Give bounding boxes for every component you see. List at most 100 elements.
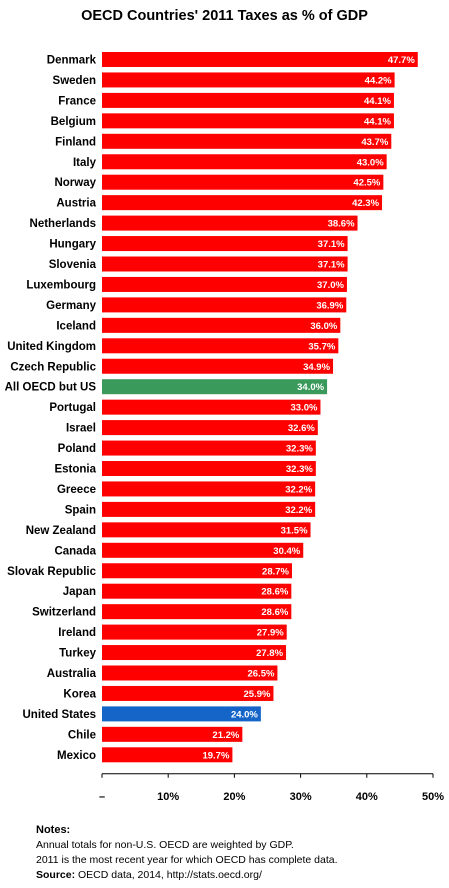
bar-austria: [102, 195, 383, 211]
bar-czech-republic: [102, 358, 334, 374]
category-label-united-states: United States: [23, 709, 97, 721]
bar-israel: [102, 420, 318, 436]
value-label-chile: 21.2%: [212, 730, 239, 741]
category-label-germany: Germany: [46, 300, 96, 312]
value-label-spain: 32.2%: [285, 505, 312, 516]
category-label-netherlands: Netherlands: [30, 218, 96, 230]
category-label-estonia: Estonia: [54, 464, 96, 476]
category-label-australia: Australia: [47, 668, 97, 680]
category-label-japan: Japan: [63, 586, 96, 598]
value-label-belgium: 44.1%: [364, 116, 391, 127]
category-label-slovak-republic: Slovak Republic: [7, 566, 96, 578]
chart-title: OECD Countries' 2011 Taxes as % of GDP: [81, 8, 368, 24]
notes-source: Source: OECD data, 2014, http://stats.oe…: [36, 868, 338, 883]
value-label-greece: 32.2%: [285, 484, 312, 495]
bar-france: [102, 92, 394, 108]
value-label-slovenia: 37.1%: [318, 260, 345, 271]
category-label-all-oecd-but-us: All OECD but US: [5, 382, 97, 394]
value-label-france: 44.1%: [364, 96, 391, 107]
value-label-netherlands: 38.6%: [328, 219, 355, 230]
category-label-korea: Korea: [63, 688, 96, 700]
bar-new-zealand: [102, 522, 311, 538]
category-label-finland: Finland: [55, 136, 96, 148]
bar-korea: [102, 685, 274, 701]
bar-italy: [102, 154, 387, 170]
value-label-austria: 42.3%: [352, 198, 379, 209]
category-label-denmark: Denmark: [47, 55, 97, 67]
category-label-iceland: Iceland: [56, 320, 96, 332]
value-label-hungary: 37.1%: [318, 239, 345, 250]
category-label-united-kingdom: United Kingdom: [7, 341, 96, 353]
value-label-switzerland: 28.6%: [261, 607, 288, 618]
bar-all-oecd-but-us: [102, 379, 328, 395]
bar-chile: [102, 726, 243, 742]
bar-poland: [102, 440, 316, 456]
bar-switzerland: [102, 604, 292, 620]
x-tick-label: 40%: [356, 791, 378, 803]
source-text: OECD data, 2014, http://stats.oecd.org/: [75, 869, 262, 881]
value-label-italy: 43.0%: [357, 157, 384, 168]
value-label-norway: 42.5%: [353, 178, 380, 189]
source-label: Source:: [36, 869, 76, 881]
category-label-turkey: Turkey: [59, 648, 96, 660]
value-label-israel: 32.6%: [288, 423, 315, 434]
bar-sweden: [102, 72, 395, 88]
x-tick-label: 50%: [422, 791, 444, 803]
value-label-germany: 36.9%: [316, 300, 343, 311]
bar-norway: [102, 174, 384, 190]
value-label-all-oecd-but-us: 34.0%: [297, 382, 324, 393]
category-label-chile: Chile: [68, 729, 96, 741]
value-label-ireland: 27.9%: [257, 628, 284, 639]
x-tick-label: 30%: [290, 791, 312, 803]
bar-spain: [102, 501, 316, 517]
category-label-czech-republic: Czech Republic: [10, 361, 96, 373]
bar-estonia: [102, 461, 316, 476]
bar-mexico: [102, 747, 233, 763]
category-label-ireland: Ireland: [58, 627, 96, 639]
x-tick-label: 20%: [223, 791, 245, 803]
category-label-luxembourg: Luxembourg: [26, 279, 96, 291]
value-label-korea: 25.9%: [244, 689, 271, 700]
bar-belgium: [102, 113, 394, 129]
category-label-portugal: Portugal: [49, 402, 96, 414]
bar-australia: [102, 665, 278, 681]
bar-luxembourg: [102, 276, 347, 292]
notes-block: Notes: Annual totals for non-U.S. OECD a…: [36, 823, 338, 883]
category-label-poland: Poland: [58, 443, 96, 455]
value-label-united-kingdom: 35.7%: [308, 341, 335, 352]
value-label-sweden: 44.2%: [365, 75, 392, 86]
x-tick-label: –: [99, 791, 105, 803]
bar-chart: Denmark 47.7% Sweden 44.2% France 44.1% Belgiu…: [5, 52, 444, 803]
category-label-spain: Spain: [65, 504, 96, 516]
category-label-greece: Greece: [57, 484, 96, 496]
notes-line-weighting: Annual totals for non-U.S. OECD are weig…: [36, 839, 294, 851]
category-label-sweden: Sweden: [53, 75, 96, 87]
value-label-luxembourg: 37.0%: [317, 280, 344, 291]
value-label-poland: 32.3%: [286, 444, 313, 455]
bar-greece: [102, 481, 316, 497]
value-label-denmark: 47.7%: [388, 55, 415, 66]
bar-slovenia: [102, 256, 348, 272]
value-label-finland: 43.7%: [361, 137, 388, 148]
value-label-turkey: 27.8%: [256, 648, 283, 659]
category-label-austria: Austria: [56, 198, 96, 210]
category-label-canada: Canada: [54, 545, 96, 557]
bar-ireland: [102, 624, 287, 640]
category-label-belgium: Belgium: [51, 116, 96, 128]
bar-denmark: [102, 52, 418, 67]
bar-germany: [102, 297, 347, 313]
bar-japan: [102, 583, 292, 599]
bar-united-kingdom: [102, 338, 339, 354]
value-label-estonia: 32.3%: [286, 464, 313, 475]
category-label-mexico: Mexico: [57, 750, 96, 762]
category-label-norway: Norway: [54, 177, 96, 189]
category-label-switzerland: Switzerland: [32, 607, 96, 619]
bar-finland: [102, 133, 392, 149]
category-label-israel: Israel: [66, 423, 96, 435]
bar-canada: [102, 542, 304, 558]
bar-united-states: [102, 706, 261, 722]
x-tick-label: 10%: [157, 791, 179, 803]
value-label-iceland: 36.0%: [310, 321, 337, 332]
value-label-slovak-republic: 28.7%: [262, 566, 289, 577]
value-label-new-zealand: 31.5%: [281, 525, 308, 536]
